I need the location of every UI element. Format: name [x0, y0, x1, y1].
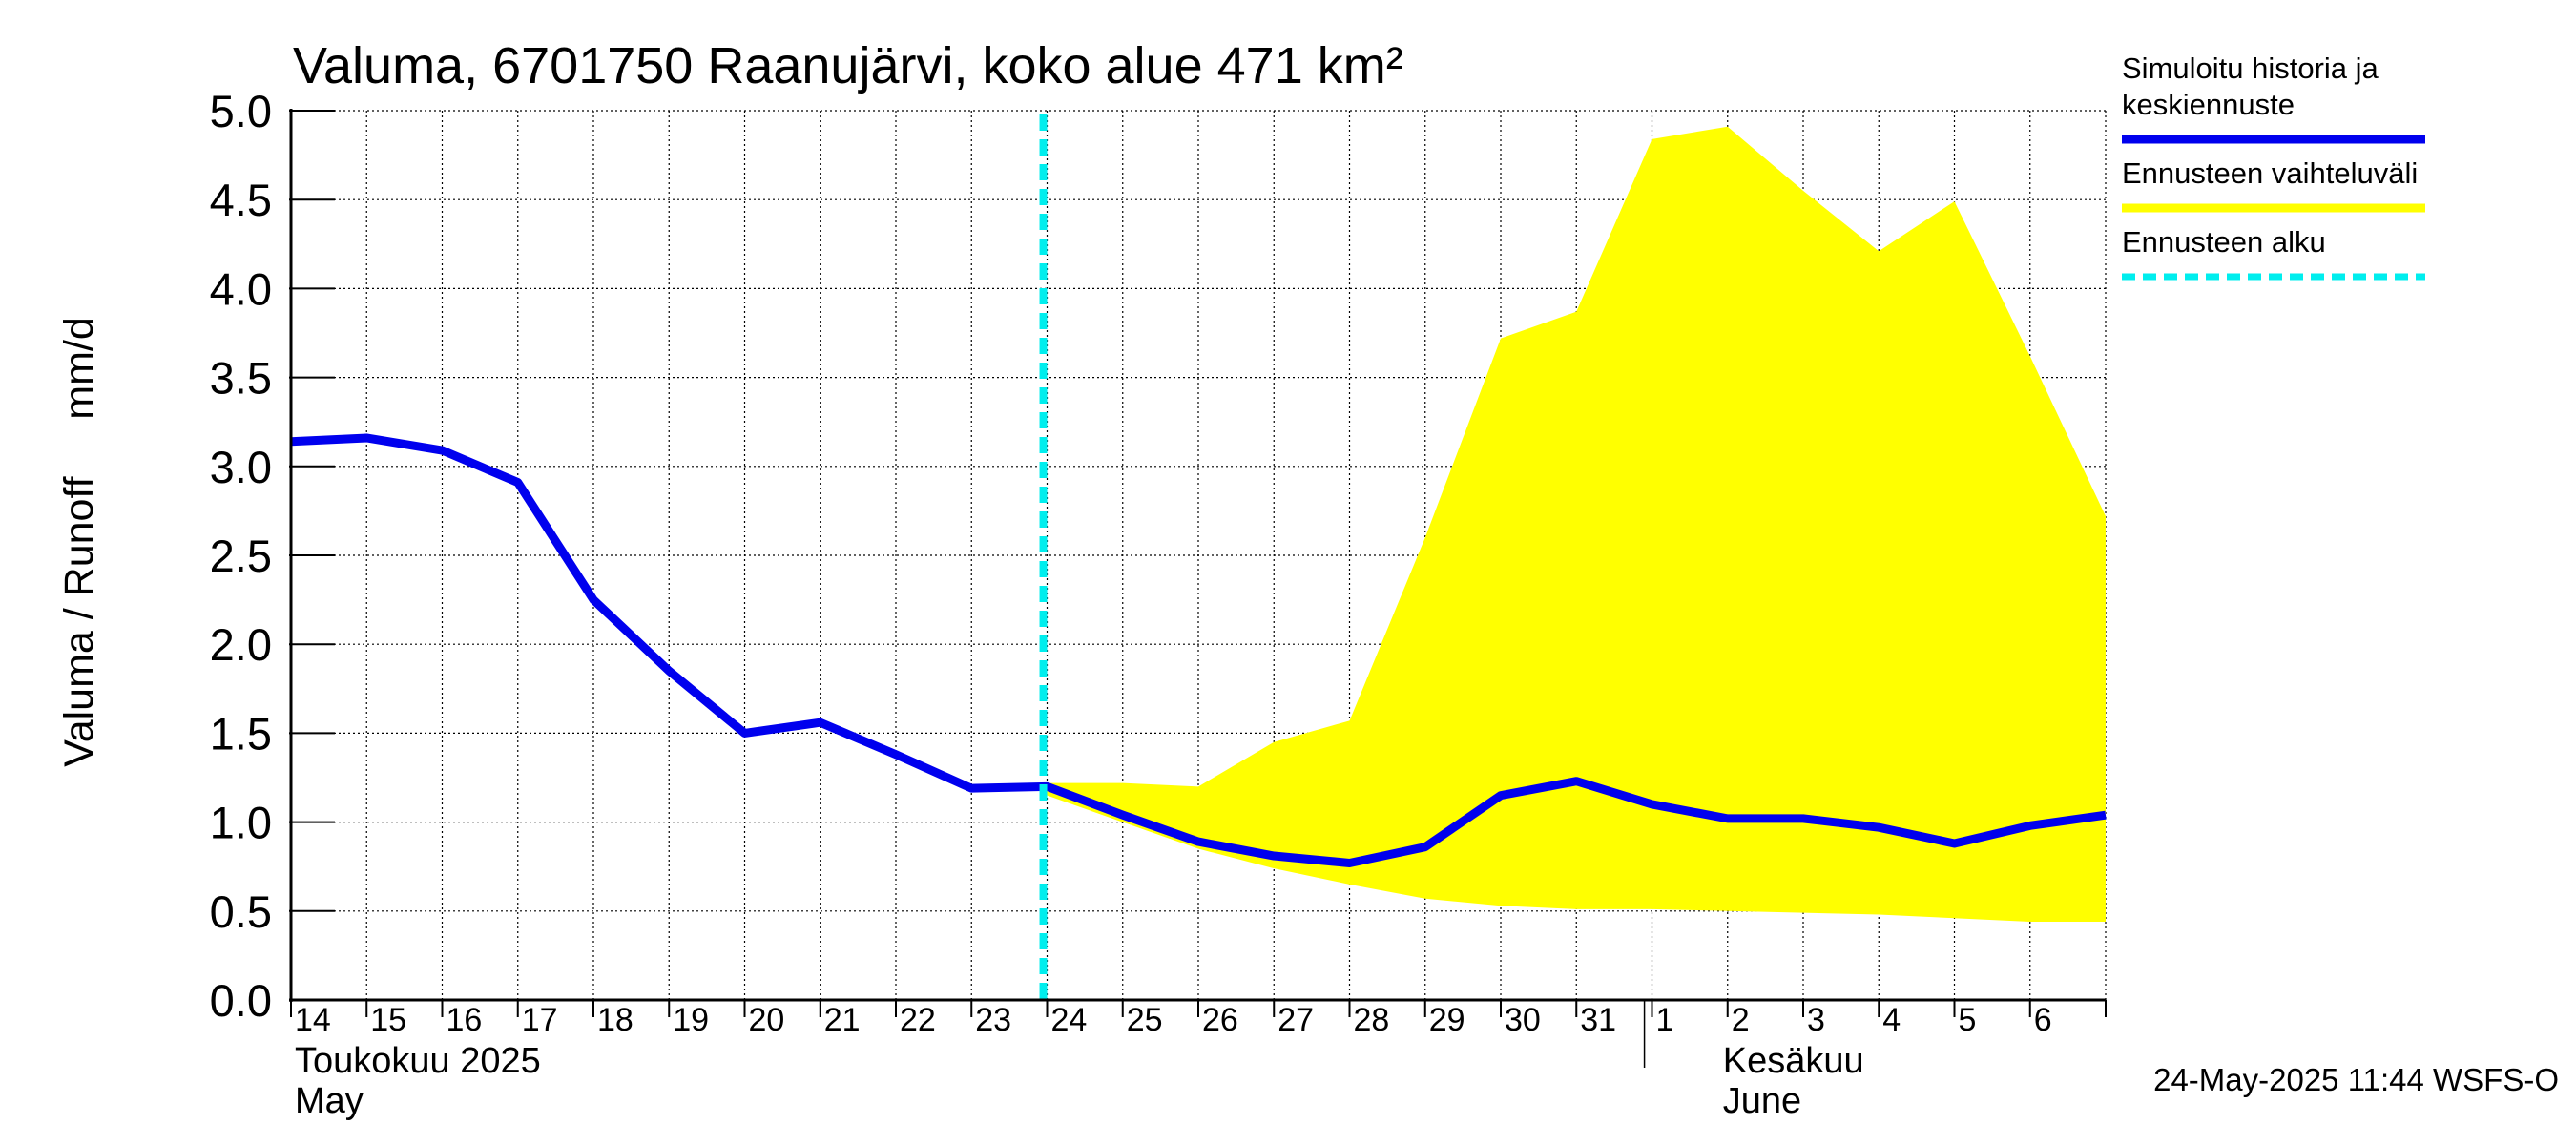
y-tick-label: 3.5: [210, 353, 272, 404]
legend-item: Ennusteen vaihteluväli: [2122, 156, 2425, 213]
x-tick-label: 30: [1505, 1002, 1541, 1038]
month-label-fi: Toukokuu 2025: [295, 1041, 541, 1081]
x-tick-label: 6: [2034, 1002, 2052, 1038]
x-tick-label: 19: [673, 1002, 709, 1038]
y-tick-label: 0.0: [210, 975, 272, 1026]
x-tick-label: 29: [1429, 1002, 1465, 1038]
x-tick-label: 16: [447, 1002, 483, 1038]
tick-labels: 0.00.51.01.52.02.53.03.54.04.55.014 15 16 1…: [210, 86, 2052, 1121]
forecast-range-band: [1047, 126, 2106, 922]
x-tick-label: 21: [824, 1002, 861, 1038]
y-axis-label: Valuma / Runoff mm/d: [56, 317, 102, 767]
y-tick-label: 0.5: [210, 886, 272, 937]
x-tick-label: 2: [1732, 1002, 1750, 1038]
legend-item: Ennusteen alku: [2122, 225, 2425, 281]
y-tick-label: 4.5: [210, 175, 272, 225]
y-tick-label: 1.5: [210, 708, 272, 759]
timestamp-footer: 24-May-2025 11:44 WSFS-O: [2153, 1062, 2559, 1097]
x-tick-label: 31: [1580, 1002, 1616, 1038]
x-tick-label: 18: [597, 1002, 634, 1038]
y-tick-label: 3.0: [210, 442, 272, 492]
y-tick-label: 2.0: [210, 619, 272, 670]
x-tick-label: 23: [975, 1002, 1011, 1038]
month-label-fi: Kesäkuu: [1723, 1041, 1864, 1081]
axes: [289, 109, 2107, 1068]
simulated-runoff-line: [290, 433, 2107, 867]
x-tick-label: 20: [749, 1002, 785, 1038]
forecast-range-area: [1047, 126, 2106, 922]
x-tick-label: 24: [1051, 1002, 1088, 1038]
month-label-en: May: [295, 1081, 364, 1121]
x-tick-label: 14: [295, 1002, 331, 1038]
chart-title: Valuma, 6701750 Raanujärvi, koko alue 47…: [293, 37, 1403, 94]
x-tick-label: 4: [1882, 1002, 1901, 1038]
legend-label: Ennusteen alku: [2122, 225, 2326, 259]
month-label-en: June: [1723, 1081, 1801, 1121]
legend-label: keskiennuste: [2122, 88, 2295, 121]
x-tick-label: 28: [1354, 1002, 1390, 1038]
x-tick-label: 27: [1278, 1002, 1314, 1038]
y-tick-label: 1.0: [210, 798, 272, 848]
legend-label: Ennusteen vaihteluväli: [2122, 156, 2418, 190]
x-tick-label: 5: [1959, 1002, 1977, 1038]
y-tick-label: 4.0: [210, 263, 272, 314]
x-tick-label: 3: [1807, 1002, 1825, 1038]
x-tick-label: 1: [1656, 1002, 1674, 1038]
x-tick-label: 15: [370, 1002, 406, 1038]
x-tick-label: 25: [1127, 1002, 1163, 1038]
y-tick-label: 5.0: [210, 86, 272, 136]
series-lines: [290, 114, 2107, 1000]
x-tick-label: 22: [900, 1002, 936, 1038]
legend-label: Simuloitu historia ja: [2122, 52, 2379, 85]
x-tick-label: 26: [1202, 1002, 1238, 1038]
y-tick-label: 2.5: [210, 531, 272, 581]
x-tick-label: 17: [522, 1002, 558, 1038]
